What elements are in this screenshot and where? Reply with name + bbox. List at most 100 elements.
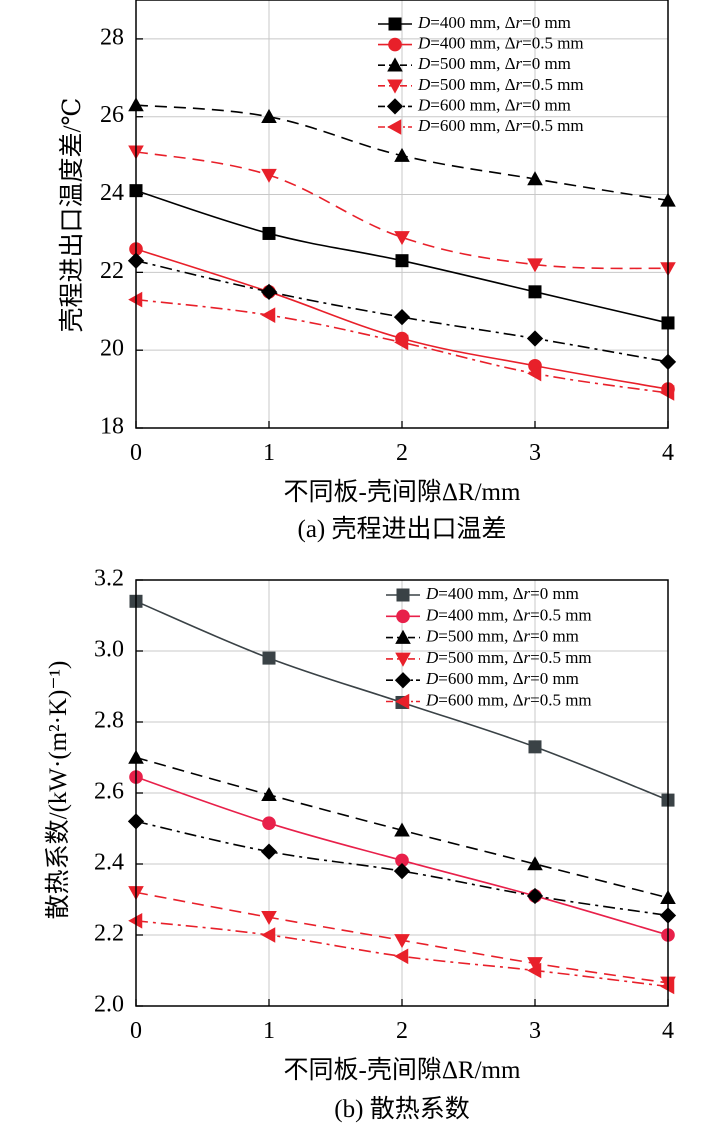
y-tick-label: 2.0	[94, 992, 124, 1018]
legend-label: D=400 mm, Δr=0.5 mm	[425, 605, 592, 624]
data-point	[261, 307, 276, 323]
data-point	[528, 740, 542, 754]
legend-b: D=400 mm, Δr=0 mm D=400 mm, Δr=0.5 mm D=50…	[386, 584, 592, 710]
data-point	[260, 283, 278, 300]
caption-b: (b) 散热系数	[334, 1095, 469, 1123]
plot-area-a	[127, 97, 677, 401]
x-tick-label: 0	[130, 1018, 142, 1044]
data-point	[393, 862, 411, 880]
data-point	[394, 934, 410, 949]
data-point	[395, 254, 409, 268]
legend-marker	[386, 98, 404, 115]
x-tick-label: 3	[529, 440, 541, 466]
x-tick-label: 4	[662, 440, 674, 466]
data-point	[527, 957, 543, 972]
x-tick-label: 4	[662, 1018, 674, 1044]
ticks-a: 0 1 2 3 4 18 20 22 24 26 28	[100, 24, 674, 466]
data-point	[262, 226, 276, 240]
data-point	[394, 147, 410, 162]
legend-marker	[396, 609, 410, 624]
data-point	[528, 285, 542, 299]
y-tick-label: 24	[100, 180, 124, 206]
legend-marker	[387, 79, 403, 94]
ticks-b: 0 1 2 3 4 2.0 2.2 2.4 2.6 2.8 3.0 3.2	[94, 566, 674, 1045]
y-tick-label: 20	[100, 336, 124, 362]
data-point	[660, 385, 675, 401]
chart-heat-dissipation-coefficient: 0 1 2 3 4 2.0 2.2 2.4 2.6 2.8 3.0 3.2 D=400 mm, Δr=…	[44, 566, 677, 1123]
data-point	[527, 258, 543, 273]
x-tick-label: 3	[529, 1018, 541, 1044]
legend-marker	[394, 672, 412, 689]
data-point	[660, 978, 675, 995]
data-point	[261, 168, 277, 183]
data-point	[394, 231, 410, 246]
x-tick-label: 2	[396, 1018, 408, 1044]
y-axis-title-b: 散热系数/(kW·(m²·K)⁻¹)	[44, 661, 72, 920]
x-axis-title-a: 不同板-壳间隙ΔR/mm	[284, 478, 521, 506]
x-tick-label: 1	[263, 440, 275, 466]
legend-marker	[388, 37, 402, 52]
data-point	[526, 330, 544, 347]
legend-label: D=500 mm, Δr=0 mm	[425, 627, 579, 646]
data-point	[261, 108, 277, 123]
y-tick-label: 2.2	[94, 921, 124, 947]
caption-a: (a) 壳程进出口温差	[298, 515, 507, 543]
legend-label: D=600 mm, Δr=0 mm	[417, 95, 571, 114]
y-tick-label: 3.0	[94, 637, 124, 663]
y-tick-label: 2.8	[94, 708, 124, 734]
x-tick-label: 2	[396, 440, 408, 466]
legend-marker	[396, 588, 410, 602]
y-tick-label: 26	[100, 102, 124, 128]
legend-marker	[388, 17, 402, 31]
data-point	[527, 171, 543, 186]
data-point	[394, 948, 409, 965]
legend-marker	[387, 57, 403, 72]
y-axis-title-a: 壳程进出口温度差/℃	[58, 98, 86, 333]
y-tick-label: 22	[100, 258, 124, 284]
x-tick-label: 0	[130, 440, 142, 466]
chart-temperature-difference: 0 1 2 3 4 18 20 22 24 26 28 D=400 mm, Δr=0 mm D=400…	[58, 0, 677, 543]
data-point	[261, 786, 277, 802]
legend-marker	[395, 629, 411, 644]
x-tick-label: 1	[263, 1018, 275, 1044]
legend-label: D=600 mm, Δr=0.5 mm	[425, 690, 592, 709]
series-line	[135, 820, 669, 917]
data-point	[128, 291, 143, 308]
data-point	[393, 308, 411, 326]
y-tick-label: 2.4	[94, 850, 124, 876]
data-point	[527, 365, 542, 382]
legend-marker	[387, 119, 402, 135]
legend-label: D=400 mm, Δr=0 mm	[425, 584, 579, 603]
data-point	[261, 927, 276, 943]
legend-label: D=500 mm, Δr=0 mm	[417, 54, 571, 73]
data-point	[394, 334, 409, 351]
data-point	[128, 913, 143, 929]
legend-label: D=600 mm, Δr=0.5 mm	[417, 116, 584, 135]
data-point	[526, 887, 544, 905]
data-point	[527, 856, 543, 871]
data-point	[261, 911, 277, 926]
legend-label: D=400 mm, Δr=0 mm	[417, 13, 571, 32]
y-tick-label: 3.2	[94, 566, 124, 592]
legend-label: D=500 mm, Δr=0.5 mm	[425, 648, 592, 667]
data-point	[262, 651, 276, 665]
y-tick-label: 18	[100, 414, 124, 440]
series-line	[135, 259, 669, 363]
legend-marker	[395, 652, 411, 667]
data-point	[395, 853, 409, 868]
data-point	[260, 843, 278, 860]
legend-a: D=400 mm, Δr=0 mmD=400 mm, Δr=0.5 mmD=50…	[378, 13, 584, 135]
data-point	[262, 816, 276, 830]
data-point	[394, 822, 410, 837]
grid-a	[136, 0, 668, 428]
series-line	[135, 150, 669, 270]
legend-marker	[395, 693, 410, 710]
legend-label: D=600 mm, Δr=0 mm	[425, 669, 579, 688]
legend-label: D=400 mm, Δr=0.5 mm	[417, 34, 584, 53]
y-tick-label: 2.6	[94, 779, 124, 805]
x-axis-title-b: 不同板-壳间隙ΔR/mm	[284, 1056, 521, 1084]
y-tick-label: 28	[100, 24, 124, 50]
data-point	[527, 962, 542, 979]
grid-b	[136, 580, 668, 1006]
legend-label: D=500 mm, Δr=0.5 mm	[417, 75, 584, 94]
